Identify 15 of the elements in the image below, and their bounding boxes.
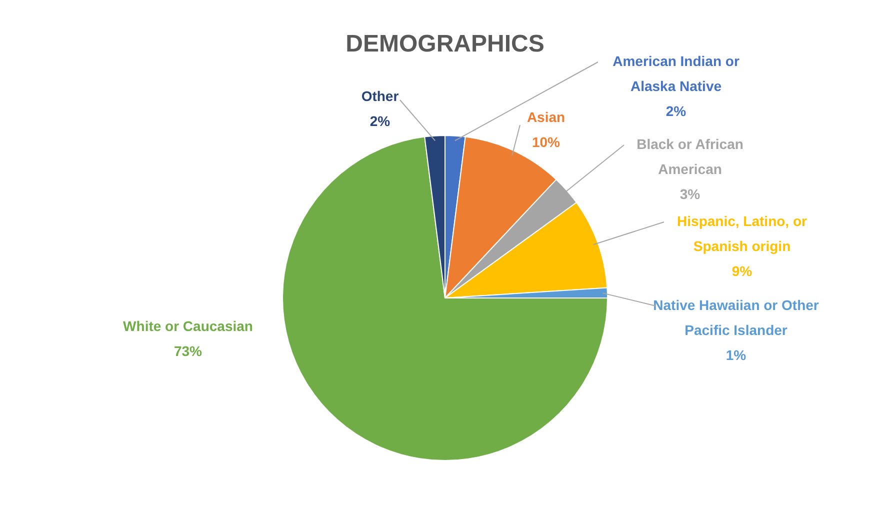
slice-label: American Indian or Alaska Native — [612, 52, 740, 94]
slice-label: Hispanic, Latino, or Spanish origin — [677, 212, 808, 254]
data-label: 73% — [174, 342, 203, 359]
data-label: 1% — [726, 346, 747, 363]
slice-label: Asian — [526, 108, 566, 125]
data-label: 2% — [666, 102, 687, 119]
slice-label: Black or African American — [636, 136, 744, 177]
slice-label: White or Caucasian — [123, 318, 253, 334]
chart-title: DEMOGRAPHICS — [346, 30, 544, 58]
data-label: 9% — [732, 262, 753, 279]
slice-label: Other — [361, 88, 400, 104]
data-label: 2% — [370, 112, 391, 129]
data-label: 10% — [532, 134, 561, 150]
slice-label: Native Hawaiian or Other Pacific Islander — [653, 296, 820, 338]
data-label: 3% — [680, 186, 701, 202]
